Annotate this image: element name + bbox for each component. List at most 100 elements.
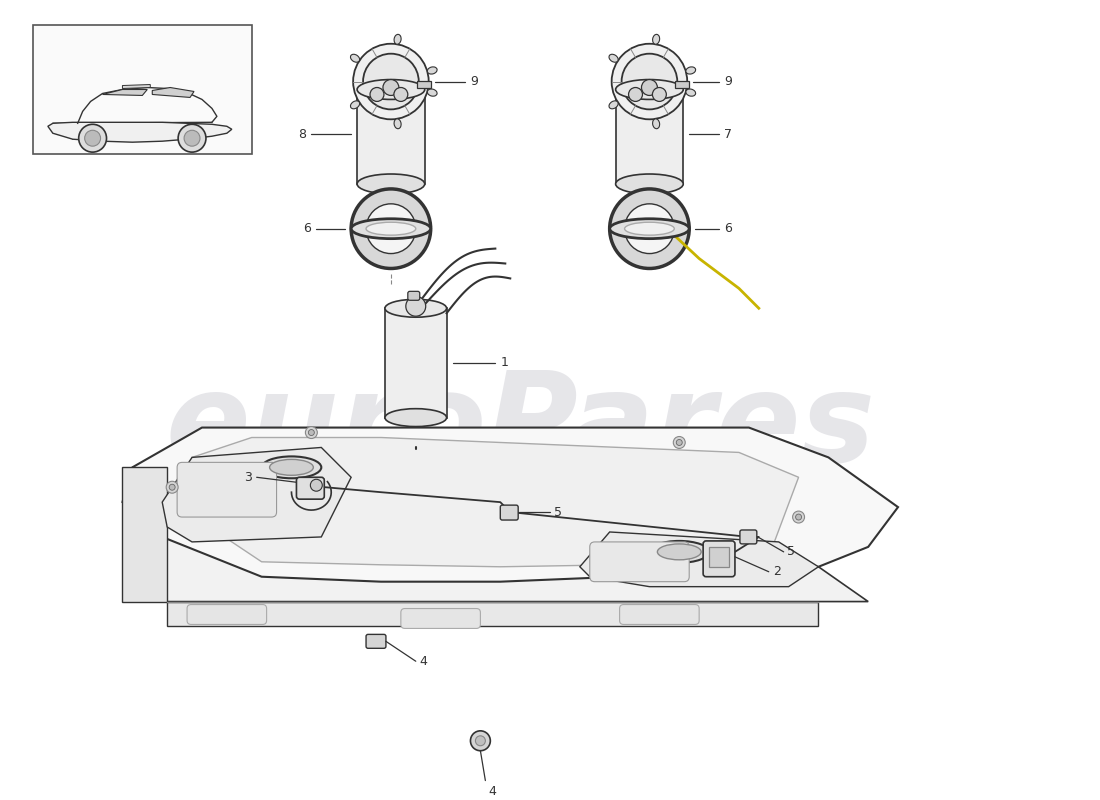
Circle shape	[351, 189, 431, 269]
Text: 9: 9	[471, 75, 478, 88]
Ellipse shape	[385, 409, 447, 426]
Circle shape	[353, 44, 429, 119]
Ellipse shape	[685, 67, 695, 74]
Circle shape	[184, 130, 200, 146]
Ellipse shape	[366, 222, 416, 235]
Circle shape	[641, 79, 658, 95]
Text: 9: 9	[724, 75, 732, 88]
Text: 8: 8	[298, 128, 307, 141]
FancyBboxPatch shape	[296, 478, 324, 499]
Ellipse shape	[351, 218, 431, 238]
Circle shape	[609, 189, 690, 269]
Ellipse shape	[270, 459, 314, 475]
FancyBboxPatch shape	[187, 605, 266, 625]
Bar	[710, 547, 729, 566]
Circle shape	[166, 482, 178, 493]
Text: 1: 1	[500, 357, 508, 370]
Text: 5: 5	[786, 546, 794, 558]
Polygon shape	[122, 427, 898, 582]
FancyBboxPatch shape	[400, 609, 481, 629]
Polygon shape	[48, 122, 232, 142]
Circle shape	[406, 296, 426, 316]
Ellipse shape	[351, 54, 360, 62]
Circle shape	[306, 426, 317, 438]
Text: a passion since 1985: a passion since 1985	[326, 473, 794, 581]
Circle shape	[370, 87, 384, 102]
Circle shape	[383, 79, 399, 95]
Ellipse shape	[616, 174, 683, 194]
Circle shape	[79, 124, 107, 152]
Ellipse shape	[394, 119, 402, 129]
Text: 4: 4	[488, 785, 496, 798]
Circle shape	[676, 439, 682, 446]
FancyBboxPatch shape	[740, 530, 757, 544]
Circle shape	[625, 204, 674, 254]
FancyBboxPatch shape	[177, 462, 276, 517]
Polygon shape	[187, 438, 799, 566]
Text: 6: 6	[304, 222, 311, 235]
Circle shape	[178, 124, 206, 152]
Polygon shape	[122, 85, 151, 89]
Circle shape	[621, 54, 678, 110]
Polygon shape	[580, 532, 818, 586]
Polygon shape	[132, 467, 868, 602]
Ellipse shape	[658, 544, 701, 560]
Circle shape	[394, 87, 408, 102]
Ellipse shape	[358, 79, 425, 99]
Circle shape	[652, 87, 667, 102]
Circle shape	[628, 87, 642, 102]
Circle shape	[471, 731, 491, 750]
Ellipse shape	[609, 218, 690, 238]
Circle shape	[795, 514, 802, 520]
Text: 6: 6	[724, 222, 732, 235]
Ellipse shape	[609, 101, 618, 109]
FancyBboxPatch shape	[703, 541, 735, 577]
FancyBboxPatch shape	[500, 505, 518, 520]
Text: euroPares: euroPares	[165, 367, 876, 488]
FancyBboxPatch shape	[408, 291, 420, 300]
Ellipse shape	[351, 101, 360, 109]
Polygon shape	[358, 90, 425, 184]
Bar	[417, 81, 431, 87]
FancyBboxPatch shape	[590, 542, 690, 582]
Text: 5: 5	[554, 506, 562, 518]
Circle shape	[793, 511, 804, 523]
Circle shape	[612, 44, 688, 119]
Polygon shape	[167, 602, 818, 626]
Ellipse shape	[685, 89, 695, 96]
Circle shape	[169, 484, 175, 490]
Circle shape	[673, 437, 685, 449]
Polygon shape	[152, 87, 194, 98]
Bar	[675, 81, 690, 87]
Circle shape	[475, 736, 485, 746]
Circle shape	[310, 479, 322, 491]
Circle shape	[308, 430, 315, 435]
Circle shape	[363, 54, 419, 110]
Ellipse shape	[262, 457, 321, 478]
Ellipse shape	[394, 34, 402, 44]
Ellipse shape	[652, 119, 660, 129]
Circle shape	[366, 204, 416, 254]
Polygon shape	[102, 90, 147, 95]
Ellipse shape	[427, 89, 437, 96]
Ellipse shape	[609, 54, 618, 62]
Text: 2: 2	[772, 566, 781, 578]
Polygon shape	[385, 308, 447, 418]
Text: 3: 3	[244, 470, 252, 484]
FancyBboxPatch shape	[366, 634, 386, 648]
Polygon shape	[616, 90, 683, 184]
Ellipse shape	[652, 34, 660, 44]
Bar	[33, 25, 252, 154]
Polygon shape	[122, 467, 167, 602]
FancyBboxPatch shape	[619, 605, 700, 625]
Ellipse shape	[616, 79, 683, 99]
Ellipse shape	[625, 222, 674, 235]
Circle shape	[85, 130, 100, 146]
Text: 7: 7	[724, 128, 732, 141]
Ellipse shape	[358, 174, 425, 194]
Ellipse shape	[427, 67, 437, 74]
Ellipse shape	[649, 541, 710, 562]
Polygon shape	[162, 447, 351, 542]
Text: 4: 4	[420, 654, 428, 668]
Ellipse shape	[385, 299, 447, 317]
